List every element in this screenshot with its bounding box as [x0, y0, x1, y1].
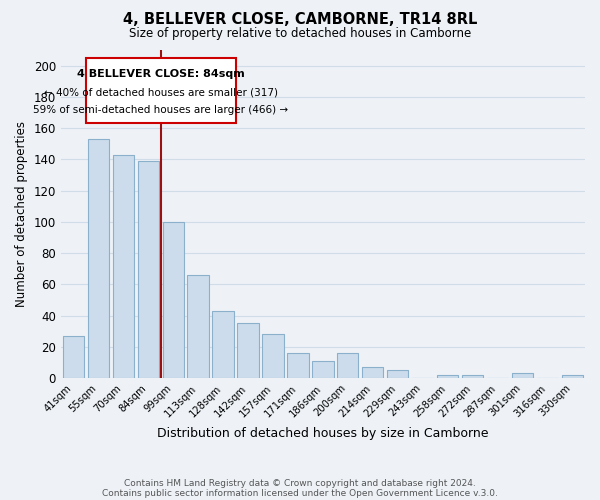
- Bar: [312, 361, 334, 378]
- Bar: [137, 161, 159, 378]
- Bar: [462, 375, 483, 378]
- Text: Contains public sector information licensed under the Open Government Licence v.: Contains public sector information licen…: [102, 488, 498, 498]
- Bar: [88, 139, 109, 378]
- Bar: [337, 353, 358, 378]
- Bar: [387, 370, 409, 378]
- Bar: [262, 334, 284, 378]
- X-axis label: Distribution of detached houses by size in Camborne: Distribution of detached houses by size …: [157, 427, 488, 440]
- Bar: [163, 222, 184, 378]
- Text: Contains HM Land Registry data © Crown copyright and database right 2024.: Contains HM Land Registry data © Crown c…: [124, 478, 476, 488]
- Text: 4, BELLEVER CLOSE, CAMBORNE, TR14 8RL: 4, BELLEVER CLOSE, CAMBORNE, TR14 8RL: [123, 12, 477, 28]
- Bar: [62, 336, 84, 378]
- Text: 59% of semi-detached houses are larger (466) →: 59% of semi-detached houses are larger (…: [33, 104, 288, 115]
- Bar: [238, 324, 259, 378]
- Text: ← 40% of detached houses are smaller (317): ← 40% of detached houses are smaller (31…: [44, 88, 278, 98]
- Text: Size of property relative to detached houses in Camborne: Size of property relative to detached ho…: [129, 28, 471, 40]
- FancyBboxPatch shape: [86, 58, 236, 124]
- Bar: [113, 154, 134, 378]
- Bar: [437, 375, 458, 378]
- Bar: [187, 275, 209, 378]
- Text: 4 BELLEVER CLOSE: 84sqm: 4 BELLEVER CLOSE: 84sqm: [77, 69, 245, 79]
- Bar: [562, 375, 583, 378]
- Bar: [212, 311, 233, 378]
- Bar: [512, 374, 533, 378]
- Bar: [362, 367, 383, 378]
- Bar: [287, 353, 308, 378]
- Y-axis label: Number of detached properties: Number of detached properties: [15, 121, 28, 307]
